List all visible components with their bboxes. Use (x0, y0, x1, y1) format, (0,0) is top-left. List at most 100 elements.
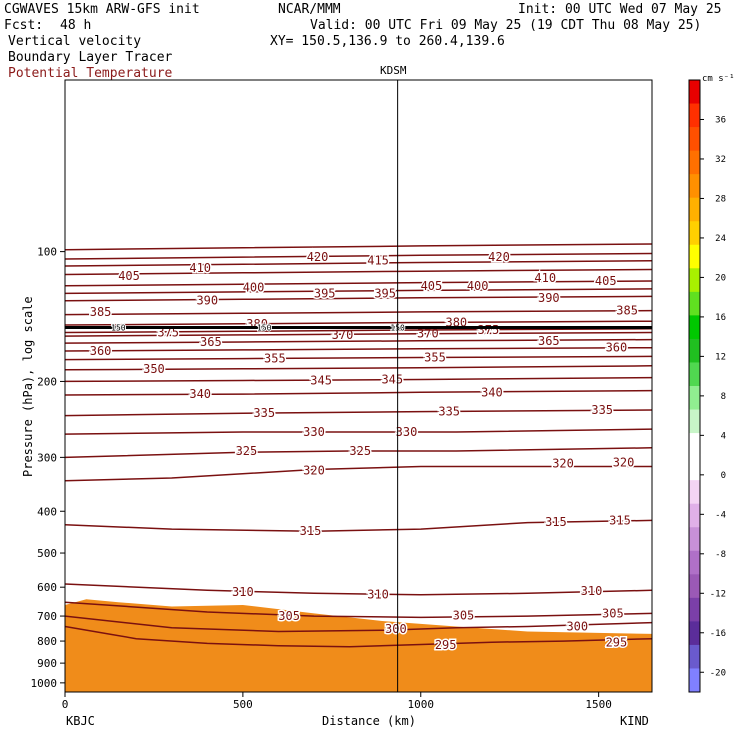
mid-station-label: KDSM (380, 64, 407, 77)
init-time: Init: 00 UTC Wed 07 May 25 (518, 2, 722, 17)
theta-contour-400 (65, 280, 652, 287)
theta-label: 365 (538, 334, 560, 348)
theta-label: 295 (435, 638, 457, 652)
colorbar-segment (689, 127, 700, 152)
theta-contour-350 (65, 365, 652, 371)
colorbar-segment (689, 80, 700, 105)
colorbar-segment (689, 597, 700, 622)
colorbar-segment (689, 409, 700, 434)
colorbar-segment (689, 456, 700, 481)
theta-label: 300 (566, 619, 588, 633)
colorbar-segment (689, 480, 700, 505)
theta-contour-365 (65, 338, 652, 344)
colorbar-segment (689, 150, 700, 175)
theta-contour-335 (65, 409, 652, 417)
colorbar-segment (689, 197, 700, 222)
org-label: NCAR/MMM (278, 2, 341, 17)
theta-label: 320 (613, 455, 635, 469)
theta-label: 345 (310, 373, 332, 387)
theta-label: 295 (606, 635, 628, 649)
x-axis-label: Distance (km) (322, 714, 416, 728)
colorbar-tick-label: -8 (715, 550, 726, 560)
theta-label: 305 (602, 606, 624, 620)
theta-label: 335 (591, 403, 613, 417)
y-tick-label: 900 (37, 657, 57, 670)
field-potential-temperature: Potential Temperature (8, 66, 173, 81)
theta-label: 330 (396, 425, 418, 439)
colorbar-segment (689, 621, 700, 646)
theta-contour-360 (65, 346, 652, 352)
colorbar-tick-label: 24 (715, 234, 726, 244)
theta-label: 315 (609, 513, 631, 527)
theta-label: 320 (303, 464, 325, 478)
plot-background (65, 80, 652, 692)
y-tick-label: 100 (37, 246, 57, 259)
theta-label: 400 (467, 279, 489, 293)
colorbar-segment (689, 315, 700, 340)
theta-contour-405 (65, 268, 652, 276)
theta-label: 405 (595, 274, 617, 288)
theta-label: 320 (552, 457, 574, 471)
colorbar-tick-label: -16 (710, 629, 726, 639)
colorbar-tick-label: 4 (721, 431, 726, 441)
theta-label: 365 (200, 335, 222, 349)
theta-label: 300 (385, 622, 407, 636)
y-tick-label: 1000 (31, 677, 58, 690)
theta-label: 410 (189, 261, 211, 275)
theta-label: 310 (367, 588, 389, 602)
theta-label: 350 (143, 362, 165, 376)
colorbar-segment (689, 291, 700, 316)
x-tick-label: 500 (233, 698, 253, 711)
colorbar-segment (689, 527, 700, 552)
theta-label: 305 (278, 609, 300, 623)
theta-label: 400 (243, 280, 265, 294)
theta-label: 360 (90, 344, 112, 358)
theta-label: 315 (545, 515, 567, 529)
theta-label: 395 (374, 286, 396, 300)
y-tick-label: 700 (37, 610, 57, 623)
theta-contour-375 (65, 328, 652, 334)
theta-label: 390 (538, 291, 560, 305)
theta-contour-325 (65, 447, 652, 459)
colorbar-segment (689, 338, 700, 363)
y-axis-label: Pressure (hPa), log scale (21, 296, 35, 477)
valid-time: Valid: 00 UTC Fri 09 May 25 (19 CDT Thu … (310, 18, 702, 33)
theta-label: 385 (90, 305, 112, 319)
colorbar-segment (689, 574, 700, 599)
theta-label: 390 (196, 294, 218, 308)
colorbar-segment (689, 244, 700, 269)
theta-label: 410 (534, 271, 556, 285)
field-boundary-layer-tracer: Boundary Layer Tracer (8, 50, 173, 65)
colorbar-tick-label: -12 (710, 589, 726, 599)
theta-contour-315 (65, 519, 652, 532)
theta-contour-305 (65, 601, 652, 619)
x-tick-label: 1000 (408, 698, 435, 711)
colorbar-tick-label: 32 (715, 155, 726, 165)
theta-label: 360 (606, 341, 628, 355)
theta-contour-385 (65, 309, 652, 316)
x-tick-label: 0 (62, 698, 69, 711)
colorbar-unit: cm s⁻¹ (702, 74, 735, 84)
colorbar-segment (689, 268, 700, 293)
end-station-label: KIND (620, 714, 649, 728)
theta-label: 420 (488, 250, 510, 264)
x-tick-label: 1500 (585, 698, 612, 711)
theta-label: 405 (421, 279, 443, 293)
y-tick-label: 800 (37, 635, 57, 648)
theta-contour-355 (65, 355, 652, 361)
xy-endpoints: XY= 150.5,136.9 to 260.4,139.6 (270, 34, 505, 49)
tropopause-label: 150 (111, 324, 126, 333)
theta-label: 325 (349, 444, 371, 458)
theta-contour-310 (65, 583, 652, 596)
colorbar-segment (689, 550, 700, 575)
colorbar-frame (688, 79, 701, 693)
theta-label: 325 (236, 444, 258, 458)
theta-contour-415 (65, 252, 652, 260)
theta-contour-390 (65, 295, 652, 302)
theta-contour-330 (65, 428, 652, 435)
theta-label: 335 (438, 405, 460, 419)
colorbar-segment (689, 174, 700, 199)
theta-contour-300 (65, 615, 652, 633)
theta-label: 395 (314, 286, 336, 300)
